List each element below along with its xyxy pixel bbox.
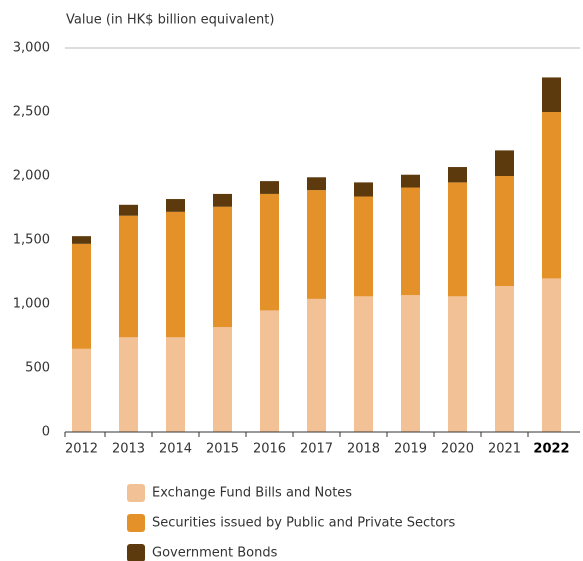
bar-segment — [307, 298, 326, 432]
y-tick-label: 500 — [25, 361, 50, 376]
legend-label: Government Bonds — [152, 546, 278, 561]
x-tick-label: 2014 — [159, 442, 192, 457]
bar-segment — [307, 177, 326, 191]
bar-segment — [542, 112, 561, 279]
bar-segment — [401, 187, 420, 296]
x-tick-label: 2021 — [488, 442, 521, 457]
bar-segment — [260, 193, 279, 311]
bar-segment — [354, 182, 373, 197]
bar-segment — [72, 348, 91, 432]
bar-segment — [166, 337, 185, 432]
bar-segment — [354, 196, 373, 297]
legend-swatch — [127, 484, 145, 502]
bar-segment — [213, 193, 232, 207]
x-tick-label: 2019 — [394, 442, 427, 457]
bar-segment — [448, 182, 467, 297]
x-tick-label: 2022 — [533, 442, 569, 457]
legend-swatch — [127, 544, 145, 561]
x-tick-label: 2015 — [206, 442, 239, 457]
y-tick-label: 1,500 — [13, 233, 50, 248]
bar-segment — [354, 296, 373, 432]
bar-segment — [401, 295, 420, 432]
bar-segment — [542, 77, 561, 112]
bar-segment — [307, 190, 326, 299]
x-tick-label: 2013 — [112, 442, 145, 457]
y-tick-label: 2,000 — [13, 169, 50, 184]
bar-segment — [166, 199, 185, 212]
bar-segment — [166, 211, 185, 338]
bar-segment — [495, 286, 514, 432]
x-tick-label: 2016 — [253, 442, 286, 457]
y-axis-label: Value (in HK$ billion equivalent) — [66, 13, 274, 28]
bar-segment — [401, 174, 420, 188]
x-tick-label: 2017 — [300, 442, 333, 457]
bar-segment — [72, 243, 91, 349]
bar-segment — [448, 296, 467, 432]
y-tick-label: 1,000 — [13, 297, 50, 312]
bar-segment — [260, 181, 279, 194]
x-tick-label: 2020 — [441, 442, 474, 457]
bar-segment — [119, 215, 138, 338]
bar-segment — [213, 327, 232, 432]
bar-segment — [542, 278, 561, 432]
x-tick-label: 2012 — [65, 442, 98, 457]
bar-segment — [260, 310, 279, 432]
y-tick-label: 2,500 — [13, 105, 50, 120]
bar-segment — [119, 204, 138, 216]
y-tick-label: 0 — [42, 425, 50, 440]
bar-segment — [495, 176, 514, 287]
bar-segment — [213, 206, 232, 328]
legend-label: Exchange Fund Bills and Notes — [152, 486, 352, 501]
bar-segment — [448, 167, 467, 183]
legend-swatch — [127, 514, 145, 532]
legend-label: Securities issued by Public and Private … — [152, 516, 456, 531]
x-tick-label: 2018 — [347, 442, 380, 457]
bar-segment — [495, 150, 514, 176]
bar-segment — [119, 337, 138, 432]
y-tick-label: 3,000 — [13, 41, 50, 56]
bar-segment — [72, 236, 91, 244]
